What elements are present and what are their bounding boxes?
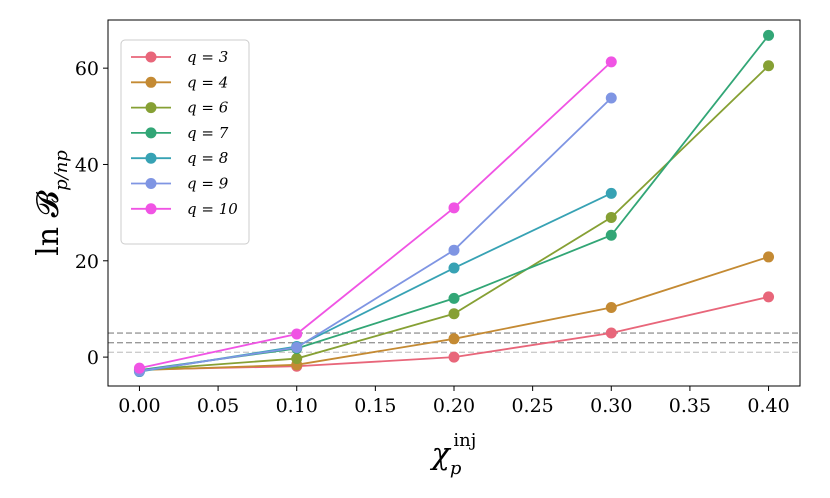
legend-label: q = 10 — [187, 200, 238, 218]
data-point — [291, 353, 303, 365]
data-point — [133, 362, 145, 374]
data-point — [448, 292, 460, 304]
x-tick-label: 0.25 — [511, 395, 553, 417]
legend-item: q = 7 — [131, 124, 229, 142]
legend-marker — [145, 102, 157, 114]
x-tick-label: 0.30 — [590, 395, 632, 417]
legend-label: q = 8 — [187, 149, 228, 167]
data-point — [448, 202, 460, 214]
legend-label: q = 6 — [187, 99, 229, 117]
legend: q = 3 q = 4 q = 6 q = 7 q = 8 q = 9 q = 10 — [120, 39, 250, 245]
legend-item: q = 6 — [131, 99, 229, 117]
legend-marker — [145, 152, 157, 164]
data-point — [763, 60, 775, 72]
x-tick-label: 0.35 — [669, 395, 711, 417]
y-tick-label: 20 — [75, 251, 99, 273]
legend-marker — [145, 76, 157, 88]
x-axis: 0.00 0.05 0.10 0.15 0.20 0.25 0.30 0.35 0.40 — [118, 386, 790, 417]
x-axis-label: χpinj — [430, 430, 477, 479]
legend-item: q = 4 — [131, 73, 228, 91]
legend-box — [120, 39, 250, 245]
legend-marker — [145, 178, 157, 189]
data-point — [448, 333, 460, 345]
x-tick-label: 0.00 — [118, 395, 160, 417]
data-point — [605, 187, 617, 199]
legend-marker — [145, 51, 157, 63]
data-point — [291, 328, 303, 340]
legend-label: q = 9 — [187, 175, 229, 193]
x-tick-label: 0.05 — [197, 395, 239, 417]
x-axis-label-sub: p — [450, 458, 462, 479]
y-axis-label-sub: p/np — [51, 150, 72, 191]
y-axis-label: ln 𝓑p/np — [31, 150, 72, 256]
legend-item: q = 10 — [131, 200, 238, 218]
y-tick-label: 60 — [75, 58, 99, 80]
data-point — [448, 262, 460, 274]
x-axis-label-sup: inj — [453, 430, 476, 451]
x-tick-label: 0.10 — [276, 395, 318, 417]
legend-item: q = 8 — [131, 149, 228, 167]
legend-marker — [145, 203, 157, 215]
data-point — [763, 291, 775, 303]
legend-item: q = 9 — [131, 175, 229, 193]
series-line — [139, 97, 612, 372]
series-line — [139, 61, 612, 370]
legend-label: q = 3 — [187, 48, 228, 66]
data-point — [291, 341, 303, 353]
data-point — [605, 302, 617, 314]
y-axis: 0 20 40 60 — [75, 58, 108, 369]
y-tick-label: 0 — [87, 347, 99, 369]
legend-marker — [145, 127, 157, 139]
legend-label: q = 4 — [187, 73, 228, 91]
series-6 — [133, 56, 617, 374]
data-point — [605, 56, 617, 68]
data-point — [605, 229, 617, 241]
data-point — [763, 251, 775, 263]
data-point — [605, 327, 617, 339]
x-tick-label: 0.20 — [433, 395, 475, 417]
data-point — [448, 244, 460, 256]
data-point — [448, 351, 460, 363]
data-point — [605, 211, 617, 223]
data-point — [763, 29, 775, 41]
data-point — [605, 92, 617, 104]
legend-label: q = 7 — [187, 124, 229, 142]
x-tick-label: 0.40 — [747, 395, 789, 417]
series-layer — [133, 29, 775, 378]
legend-item: q = 3 — [131, 48, 228, 66]
data-point — [448, 308, 460, 320]
x-tick-label: 0.15 — [354, 395, 396, 417]
y-tick-label: 40 — [75, 154, 99, 176]
